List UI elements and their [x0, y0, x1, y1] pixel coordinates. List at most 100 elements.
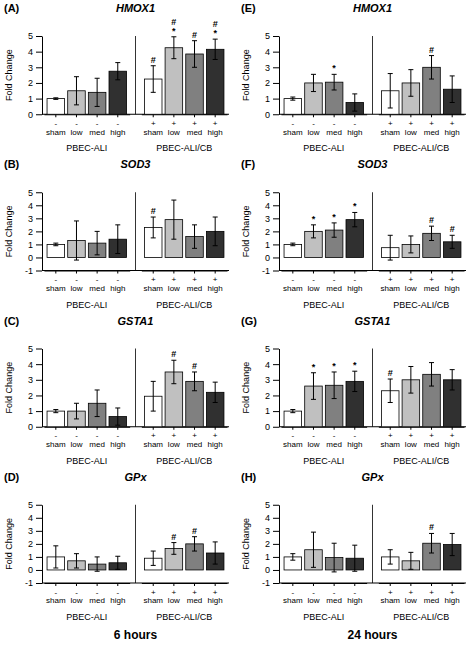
error-bar-stem [76, 221, 77, 260]
y-tick-mark [36, 218, 42, 219]
x-tick-label: +high [445, 119, 460, 137]
group-separator [135, 192, 136, 270]
panel: 012345-sham-low-med-high+sham+low+med+hi… [4, 2, 229, 153]
error-bar-stem [194, 225, 195, 248]
y-tick-mark [273, 518, 279, 519]
error-bar [290, 410, 295, 413]
group-label: PBEC-ALI/CB [393, 612, 449, 622]
y-tick: 4 [28, 201, 42, 211]
group-separator [372, 505, 373, 583]
y-tick-mark [273, 505, 279, 506]
error-bar-stem [292, 554, 293, 561]
error-bar-stem [410, 236, 411, 253]
error-bar-stem [153, 551, 154, 565]
y-tick: 3 [28, 526, 42, 536]
x-tick-label: -med [326, 588, 342, 606]
y-tick-label: 4 [28, 513, 33, 523]
y-tick-label: 0 [265, 110, 270, 120]
error-bar [429, 363, 434, 386]
x-tick-label: +high [208, 119, 223, 137]
error-bar [74, 221, 79, 260]
y-tick-label: 3 [28, 214, 33, 224]
x-tick-label: +high [208, 275, 223, 293]
error-bar-stem [153, 217, 154, 238]
y-tick: 0 [265, 565, 279, 575]
y-tick: 3 [265, 526, 279, 536]
group-label: PBEC-ALI/CB [156, 456, 212, 466]
x-axis: +sham+low+med+high [142, 427, 228, 449]
error-bar-cap [332, 89, 337, 90]
error-bar-stem [173, 200, 174, 239]
y-tick: 0 [28, 110, 42, 120]
x-tick-label: +high [208, 588, 223, 606]
group-label: PBEC-ALI/CB [156, 612, 212, 622]
significance-marker: # [171, 532, 176, 542]
y-axis-title: Fold Change [4, 49, 14, 101]
y-tick-label: 2 [265, 227, 270, 237]
error-bar-cap [171, 58, 176, 59]
error-bar-stem [76, 554, 77, 568]
y-tick-label: 1 [28, 94, 33, 104]
error-bar [74, 403, 79, 419]
error-bar [450, 235, 455, 248]
error-bar-cap [95, 254, 100, 255]
error-bar [429, 56, 434, 79]
y-tick: 2 [28, 227, 42, 237]
x-tick: +high [208, 271, 223, 293]
error-bar [388, 550, 393, 564]
error-bar-stem [173, 543, 174, 555]
x-tick-label: +sham [380, 431, 400, 449]
x-tick: -sham [283, 583, 303, 605]
error-bar [192, 372, 197, 391]
error-bar-stem [313, 74, 314, 91]
error-bar-cap [151, 411, 156, 412]
y-tick-mark [36, 99, 42, 100]
error-bar [450, 370, 455, 390]
error-bar-cap [171, 383, 176, 384]
error-bar [53, 98, 58, 100]
y-tick: -1 [262, 578, 279, 588]
y-tick-label: 2 [265, 78, 270, 88]
x-tick-label: +low [168, 119, 180, 137]
error-bar [352, 371, 357, 391]
y-tick-mark [36, 36, 42, 37]
error-bar-stem [334, 543, 335, 572]
error-bar [450, 533, 455, 555]
title: SOD3 [121, 158, 151, 170]
error-bar-stem [76, 77, 77, 105]
error-bar-stem [410, 552, 411, 569]
y-tick-label: 0 [28, 110, 33, 120]
y-tick-label: 3 [265, 375, 270, 385]
error-bar-cap [151, 92, 156, 93]
error-bar [192, 225, 197, 248]
title: GSTA1 [118, 315, 154, 327]
error-bar-cap [115, 79, 120, 80]
x-axis-title: 24 hours [347, 628, 397, 642]
y-tick: 5 [28, 31, 42, 41]
y-tick-label: 3 [28, 375, 33, 385]
x-axis: +sham+low+med+high [379, 271, 465, 293]
error-bar [332, 372, 337, 399]
error-bar-cap [115, 253, 120, 254]
error-bar-cap [290, 560, 295, 561]
y-tick: 4 [28, 513, 42, 523]
x-tick: -med [89, 427, 105, 449]
error-bar-stem [194, 372, 195, 391]
x-tick: +med [187, 427, 203, 449]
x-tick-label: -sham [46, 275, 66, 293]
error-bar-cap [352, 212, 357, 213]
x-tick: -high [347, 114, 362, 136]
error-bar-cap [115, 569, 120, 570]
error-bar-stem [452, 533, 453, 555]
x-tick: +low [405, 583, 417, 605]
group-separator [135, 36, 136, 114]
error-bar-cap [311, 74, 316, 75]
error-bar-cap [408, 69, 413, 70]
x-tick-label: +med [424, 275, 440, 293]
error-bar-cap [290, 409, 295, 410]
x-tick: +sham [143, 271, 163, 293]
y-tick-mark [273, 83, 279, 84]
x-tick-label: -med [89, 588, 105, 606]
error-bar-cap [74, 76, 79, 77]
error-bar-cap [352, 226, 357, 227]
